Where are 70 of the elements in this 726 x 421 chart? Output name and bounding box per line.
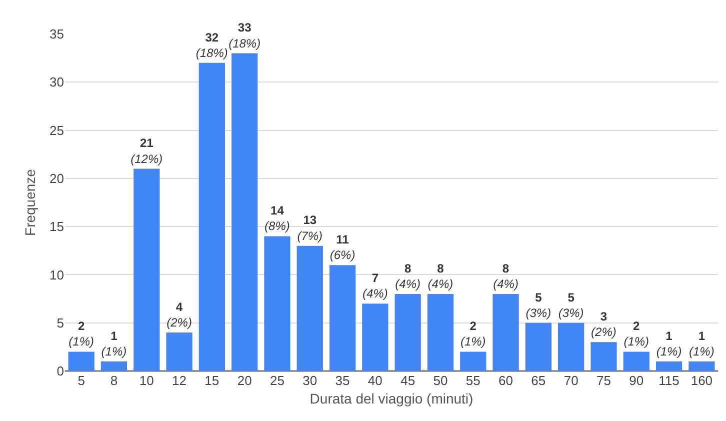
- data-label: 8 (4%): [493, 261, 518, 291]
- x-tick-label: 60: [498, 373, 514, 388]
- y-tick-label: 30: [50, 74, 64, 90]
- bar: [623, 352, 650, 371]
- data-label: 32 (18%): [196, 30, 228, 60]
- y-tick-label: 20: [50, 170, 64, 186]
- data-label: 14 (8%): [264, 204, 290, 234]
- data-label: 1 (1%): [689, 328, 714, 358]
- bar: [68, 352, 94, 371]
- bar: [232, 53, 258, 371]
- y-axis-title: Frequenze: [22, 168, 38, 236]
- bar: [394, 294, 421, 371]
- bar: [100, 361, 128, 371]
- data-label: 8 (4%): [428, 261, 454, 291]
- data-label: 1 (1%): [101, 328, 127, 358]
- bar: [427, 294, 454, 371]
- data-label: 11 (6%): [330, 232, 356, 262]
- data-label: 2 (1%): [68, 319, 94, 349]
- y-tick-label: 35: [50, 26, 64, 42]
- bar: [362, 304, 388, 371]
- x-tick-label: 55: [466, 373, 480, 388]
- bar: [134, 168, 160, 371]
- x-tick-label: 25: [270, 373, 284, 388]
- bar: [296, 246, 323, 371]
- data-label: 8 (4%): [395, 261, 420, 291]
- bar: [329, 265, 356, 371]
- x-tick-label: 8: [110, 373, 118, 388]
- bar: [590, 342, 617, 371]
- data-label: 2 (1%): [624, 319, 650, 349]
- x-tick-label: 35: [335, 373, 350, 388]
- y-tick-label: 0: [56, 364, 64, 379]
- data-label: 1 (1%): [656, 328, 682, 358]
- y-tick-label: 10: [50, 267, 64, 282]
- bar: [688, 361, 715, 371]
- x-tick-label: 15: [204, 373, 220, 388]
- x-tick-label: 160: [690, 373, 713, 388]
- x-tick-label: 10: [139, 373, 154, 388]
- bar: [656, 361, 682, 371]
- bar: [492, 294, 519, 371]
- bar: [198, 62, 225, 371]
- x-tick-label: 70: [564, 373, 578, 388]
- data-label: 13 (7%): [297, 213, 323, 243]
- data-label: 2 (1%): [460, 319, 486, 349]
- data-label: 21 (12%): [130, 136, 163, 166]
- data-label: 7 (4%): [362, 271, 388, 301]
- bar: [264, 236, 290, 371]
- x-tick-label: 75: [596, 373, 611, 388]
- bar: [460, 352, 486, 371]
- bar: [558, 322, 584, 371]
- y-tick-label: 25: [50, 122, 64, 138]
- x-tick-label: 12: [172, 373, 187, 388]
- x-tick-label: 115: [658, 373, 680, 388]
- y-tick-label: 5: [56, 315, 64, 330]
- data-label: 5 (3%): [558, 290, 584, 320]
- data-label: 5 (3%): [526, 290, 552, 320]
- x-tick-label: 45: [400, 373, 416, 388]
- x-tick-label: 40: [368, 373, 382, 388]
- x-tick-label: 65: [531, 373, 546, 388]
- x-tick-label: 20: [237, 373, 252, 388]
- data-label: 3 (2%): [591, 310, 616, 340]
- data-label: 4 (2%): [166, 300, 192, 330]
- x-tick-label: 30: [302, 373, 318, 388]
- x-tick-label: 50: [433, 373, 448, 388]
- x-axis-title: Durata del viaggio (minuti): [310, 390, 474, 406]
- bar: [525, 322, 552, 371]
- x-tick-label: 5: [78, 373, 85, 388]
- data-label: 33 (18%): [228, 20, 261, 50]
- bar: [166, 332, 192, 371]
- x-tick-label: 90: [629, 373, 644, 388]
- y-tick-label: 15: [50, 219, 64, 234]
